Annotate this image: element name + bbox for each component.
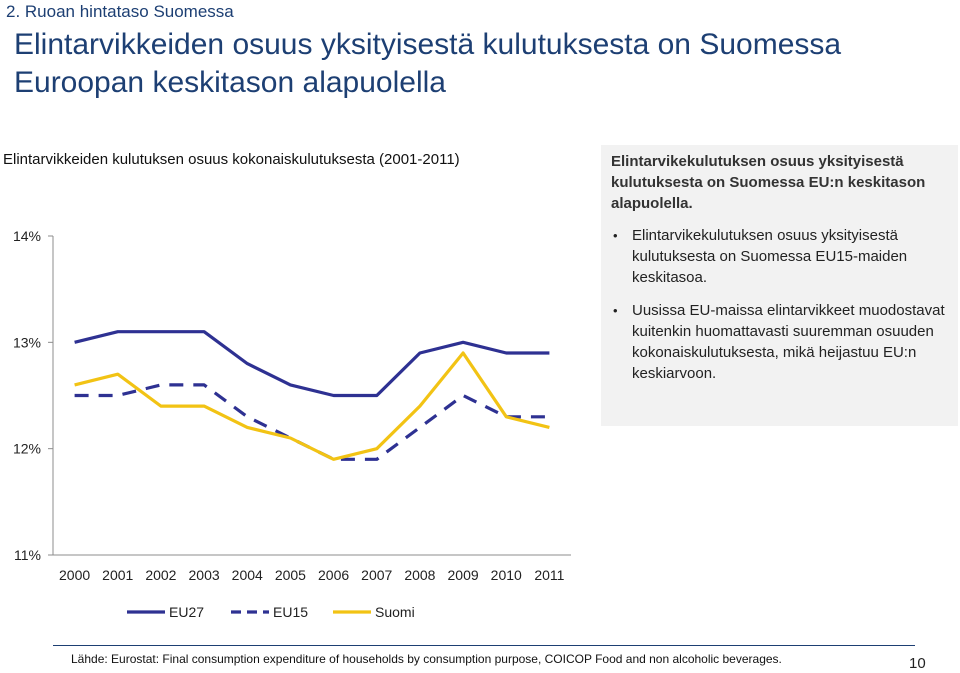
bullet-item: • Elintarvikekulutuksen osuus yksityisest… (611, 225, 948, 288)
x-tick-label: 2008 (404, 567, 435, 583)
line-chart: 14%13%12%11% 2000 2001 2002 2003 2004 2005 200… (13, 228, 571, 620)
x-tick-label: 2007 (361, 567, 392, 583)
legend-label: EU27 (169, 604, 204, 620)
y-tick-label: 12% (13, 441, 41, 457)
series-line-eu27 (74, 330, 550, 398)
x-tick-label: 2010 (491, 567, 522, 583)
summary-box: Elintarvikekulutuksen osuus yksityisestä… (601, 145, 958, 426)
x-tick-label: 2001 (102, 567, 133, 583)
legend: EU27 EU15 Suomi (127, 604, 415, 620)
page-number: 10 (909, 655, 926, 672)
y-tick-label: 14% (13, 228, 41, 244)
x-axis-ticks: 2000 2001 2002 2003 2004 2005 2006 2007 2008 2009… (59, 567, 565, 583)
section-label: 2. Ruoan hintataso Suomessa (6, 2, 234, 21)
y-axis-ticks: 14% 13% 12% 11% (13, 228, 53, 563)
bullet-text: Uusissa EU-maissa elintarvikkeet muodost… (632, 302, 945, 382)
summary-bullets: • Elintarvikekulutuksen osuus yksityisest… (611, 225, 948, 384)
x-tick-label: 2005 (275, 567, 306, 583)
summary-heading: Elintarvikekulutuksen osuus yksityisestä… (611, 153, 926, 212)
x-tick-label: 2006 (318, 567, 349, 583)
y-tick-label: 13% (13, 334, 41, 350)
bullet-icon: • (613, 228, 618, 243)
legend-label: Suomi (375, 604, 415, 620)
y-tick-label: 11% (14, 547, 41, 563)
x-tick-label: 2004 (232, 567, 263, 583)
page-title: Elintarvikkeiden osuus yksityisestä kulu… (14, 28, 842, 99)
footer-divider (53, 645, 915, 646)
x-tick-label: 2011 (534, 567, 564, 583)
legend-label: EU15 (273, 604, 308, 620)
series-lines (74, 330, 550, 461)
x-tick-label: 2000 (59, 567, 90, 583)
series-line-suomi (74, 351, 550, 461)
chart-title: Elintarvikkeiden kulutuksen osuus kokona… (3, 151, 460, 168)
bullet-item: • Uusissa EU-maissa elintarvikkeet muodos… (611, 300, 948, 384)
series-line-eu15 (74, 383, 550, 461)
bullet-text: Elintarvikekulutuksen osuus yksityisestä… (632, 227, 908, 286)
x-tick-label: 2002 (145, 567, 176, 583)
source-note: Lähde: Eurostat: Final consumption expen… (71, 652, 782, 666)
x-tick-label: 2009 (448, 567, 479, 583)
bullet-icon: • (613, 303, 618, 318)
x-tick-label: 2003 (189, 567, 220, 583)
